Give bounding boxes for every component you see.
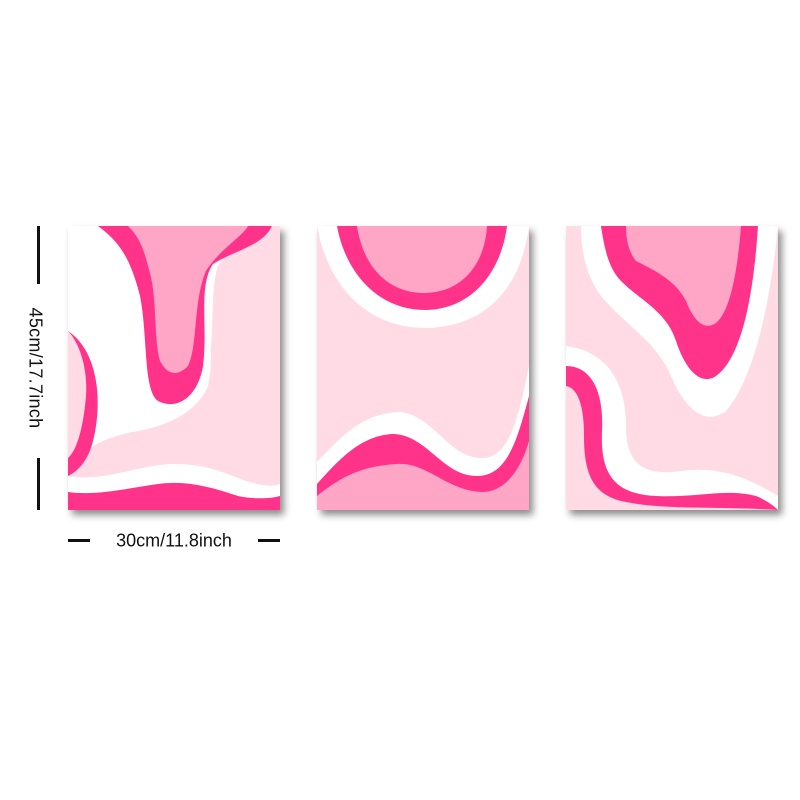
height-dimension-label: 45cm/17.7inch <box>25 307 46 429</box>
width-dimension-right-tick <box>258 539 280 542</box>
height-dimension-top-tick <box>37 226 40 284</box>
width-dimension-label: 30cm/11.8inch <box>116 530 232 551</box>
wavy-pattern-right <box>566 226 778 510</box>
wavy-pattern-left <box>68 226 280 510</box>
canvas-panel-left <box>68 226 280 510</box>
width-dimension-left-tick <box>68 539 90 542</box>
canvas-panel-right <box>566 226 778 510</box>
height-dimension-bottom-tick <box>37 458 40 510</box>
wavy-pattern-center <box>317 226 529 510</box>
canvas-panel-center <box>317 226 529 510</box>
